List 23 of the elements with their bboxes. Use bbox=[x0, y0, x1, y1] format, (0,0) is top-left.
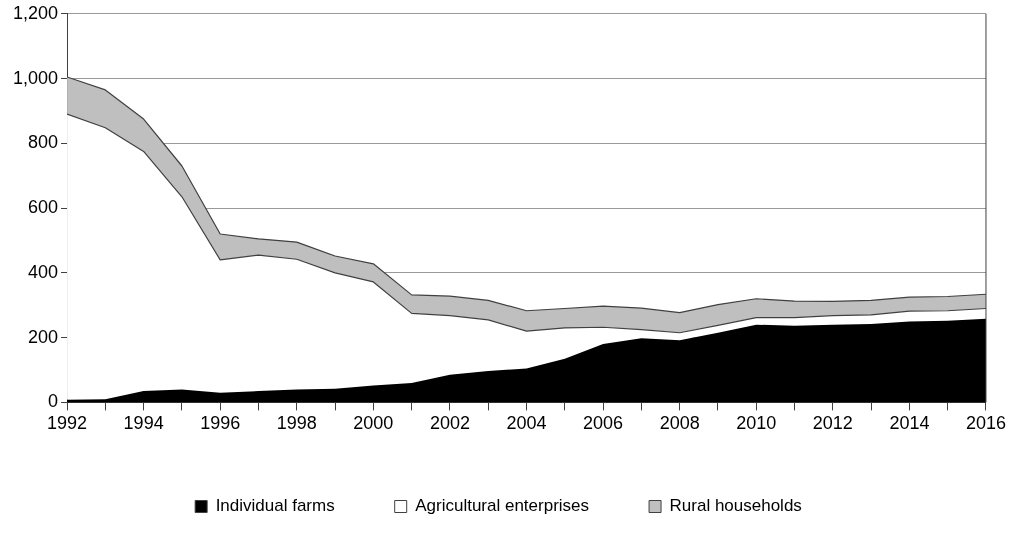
x-tick-label: 1992 bbox=[47, 413, 88, 434]
x-tick-label: 1998 bbox=[276, 413, 317, 434]
x-tick-label: 2002 bbox=[429, 413, 470, 434]
x-tick-label: 2000 bbox=[353, 413, 394, 434]
x-tick-label: 2006 bbox=[583, 413, 624, 434]
y-tick-label: 1,000 bbox=[13, 67, 59, 88]
legend-label: Individual farms bbox=[215, 496, 335, 516]
y-tick-label: 600 bbox=[28, 197, 59, 218]
y-tick-label: 400 bbox=[28, 261, 59, 282]
x-tick-label: 2010 bbox=[736, 413, 777, 434]
y-tick-label: 800 bbox=[28, 132, 59, 153]
x-tick-label: 2012 bbox=[812, 413, 853, 434]
legend-label: Agricultural enterprises bbox=[415, 496, 590, 516]
x-tick-label: 2008 bbox=[659, 413, 700, 434]
legend-label: Rural households bbox=[669, 496, 802, 516]
x-tick-label: 1994 bbox=[123, 413, 164, 434]
x-tick-label: 2016 bbox=[965, 413, 1006, 434]
y-tick-label: 1,200 bbox=[13, 2, 59, 23]
x-tick-label: 1996 bbox=[200, 413, 241, 434]
x-tick-label: 2004 bbox=[506, 413, 547, 434]
x-tick-label: 2014 bbox=[889, 413, 930, 434]
y-tick-label: 0 bbox=[48, 391, 59, 412]
y-tick-label: 200 bbox=[28, 326, 59, 347]
